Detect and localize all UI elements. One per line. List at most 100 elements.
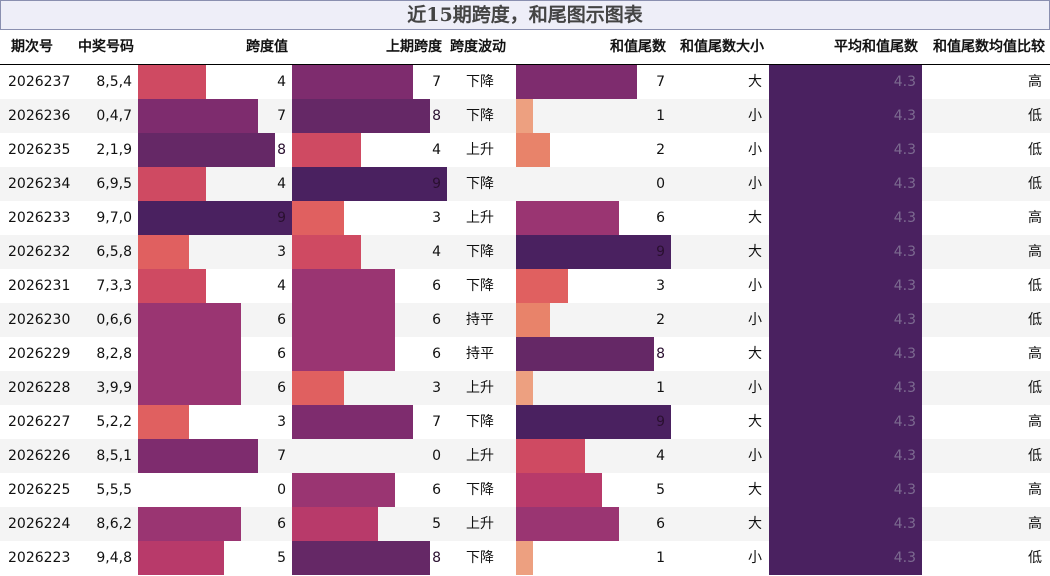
winning-numbers: 8,5,1: [96, 448, 132, 464]
tail-size: 小: [748, 278, 762, 294]
tail-size: 大: [748, 346, 762, 362]
tail-size: 大: [748, 210, 762, 226]
span-label: 6: [277, 516, 286, 532]
mean-compare: 高: [1028, 414, 1042, 430]
span-bar: [138, 65, 206, 99]
issue-number: 2026233: [8, 210, 71, 226]
prev-span-bar: [292, 473, 395, 507]
average-label: 4.3: [893, 74, 916, 90]
tail-size: 大: [748, 74, 762, 90]
span-trend: 下降: [466, 278, 494, 294]
header-col-span: 跨度值: [246, 39, 288, 55]
winning-numbers: 2,1,9: [96, 142, 132, 158]
sum-tail-label: 5: [656, 482, 665, 498]
sum-tail-label: 9: [656, 244, 665, 260]
sum-tail-bar: [516, 371, 533, 405]
sum-tail-label: 9: [656, 414, 665, 430]
span-label: 7: [277, 448, 286, 464]
span-trend: 持平: [466, 312, 494, 328]
issue-number: 2026226: [8, 448, 71, 464]
span-bar: [138, 99, 258, 133]
sum-tail-label: 8: [656, 346, 665, 362]
span-trend: 下降: [466, 74, 494, 90]
average-label: 4.3: [893, 244, 916, 260]
average-label: 4.3: [893, 142, 916, 158]
header-divider: [0, 64, 1050, 65]
mean-compare: 低: [1028, 550, 1042, 566]
issue-number: 2026227: [8, 414, 71, 430]
prev-span-label: 7: [432, 74, 441, 90]
table-row: 2026225 5,5,5 0 6 下降 5 大 高: [0, 473, 1050, 507]
mean-compare: 低: [1028, 278, 1042, 294]
average-label: 4.3: [893, 482, 916, 498]
span-trend: 上升: [466, 516, 494, 532]
tail-size: 小: [748, 176, 762, 192]
sum-tail-bar: [516, 235, 671, 269]
mean-compare: 高: [1028, 346, 1042, 362]
prev-span-label: 8: [432, 108, 441, 124]
prev-span-bar: [292, 65, 413, 99]
average-label: 4.3: [893, 380, 916, 396]
average-label: 4.3: [893, 346, 916, 362]
prev-span-label: 9: [432, 176, 441, 192]
average-label: 4.3: [893, 516, 916, 532]
winning-numbers: 8,6,2: [96, 516, 132, 532]
span-bar: [138, 439, 258, 473]
span-bar: [138, 507, 241, 541]
sum-tail-label: 2: [656, 142, 665, 158]
span-trend: 下降: [466, 108, 494, 124]
span-bar: [138, 235, 189, 269]
header-col-prev-span: 上期跨度: [386, 39, 442, 55]
sum-tail-bar: [516, 405, 671, 439]
span-label: 7: [277, 108, 286, 124]
issue-number: 2026230: [8, 312, 71, 328]
sum-tail-bar: [516, 473, 602, 507]
issue-number: 2026235: [8, 142, 71, 158]
span-label: 4: [277, 278, 286, 294]
span-bar: [138, 133, 275, 167]
sum-tail-label: 3: [656, 278, 665, 294]
table-row: 2026230 0,6,6 6 6 持平 2 小 低: [0, 303, 1050, 337]
prev-span-bar: [292, 507, 378, 541]
data-table: 期次号 中奖号码 跨度值 上期跨度 跨度波动 和值尾数 和值尾数大小 平均和值尾数 和值尾数均值…: [0, 30, 1050, 576]
tail-size: 大: [748, 482, 762, 498]
average-label: 4.3: [893, 414, 916, 430]
sum-tail-bar: [516, 439, 585, 473]
prev-span-bar: [292, 235, 361, 269]
span-trend: 上升: [466, 448, 494, 464]
issue-number: 2026223: [8, 550, 71, 566]
sum-tail-label: 4: [656, 448, 665, 464]
table-row: 2026229 8,2,8 6 6 持平 8 大 高: [0, 337, 1050, 371]
issue-number: 2026224: [8, 516, 71, 532]
tail-size: 小: [748, 380, 762, 396]
issue-number: 2026229: [8, 346, 71, 362]
prev-span-label: 6: [432, 312, 441, 328]
span-trend: 上升: [466, 142, 494, 158]
sum-tail-label: 0: [656, 176, 665, 192]
sum-tail-bar: [516, 303, 550, 337]
issue-number: 2026232: [8, 244, 71, 260]
span-label: 0: [277, 482, 286, 498]
average-label: 4.3: [893, 176, 916, 192]
sum-tail-bar: [516, 269, 568, 303]
mean-compare: 高: [1028, 210, 1042, 226]
winning-numbers: 0,4,7: [96, 108, 132, 124]
prev-span-bar: [292, 201, 344, 235]
tail-size: 小: [748, 550, 762, 566]
average-label: 4.3: [893, 550, 916, 566]
span-trend: 上升: [466, 380, 494, 396]
sum-tail-label: 1: [656, 380, 665, 396]
span-bar: [138, 337, 241, 371]
sum-tail-label: 2: [656, 312, 665, 328]
table-row: 2026227 5,2,2 3 7 下降 9 大 高: [0, 405, 1050, 439]
span-trend: 下降: [466, 482, 494, 498]
prev-span-bar: [292, 337, 395, 371]
winning-numbers: 8,2,8: [96, 346, 132, 362]
span-label: 9: [277, 210, 286, 226]
mean-compare: 低: [1028, 176, 1042, 192]
tail-size: 小: [748, 312, 762, 328]
span-trend: 持平: [466, 346, 494, 362]
winning-numbers: 5,2,2: [96, 414, 132, 430]
span-label: 3: [277, 414, 286, 430]
span-label: 4: [277, 176, 286, 192]
